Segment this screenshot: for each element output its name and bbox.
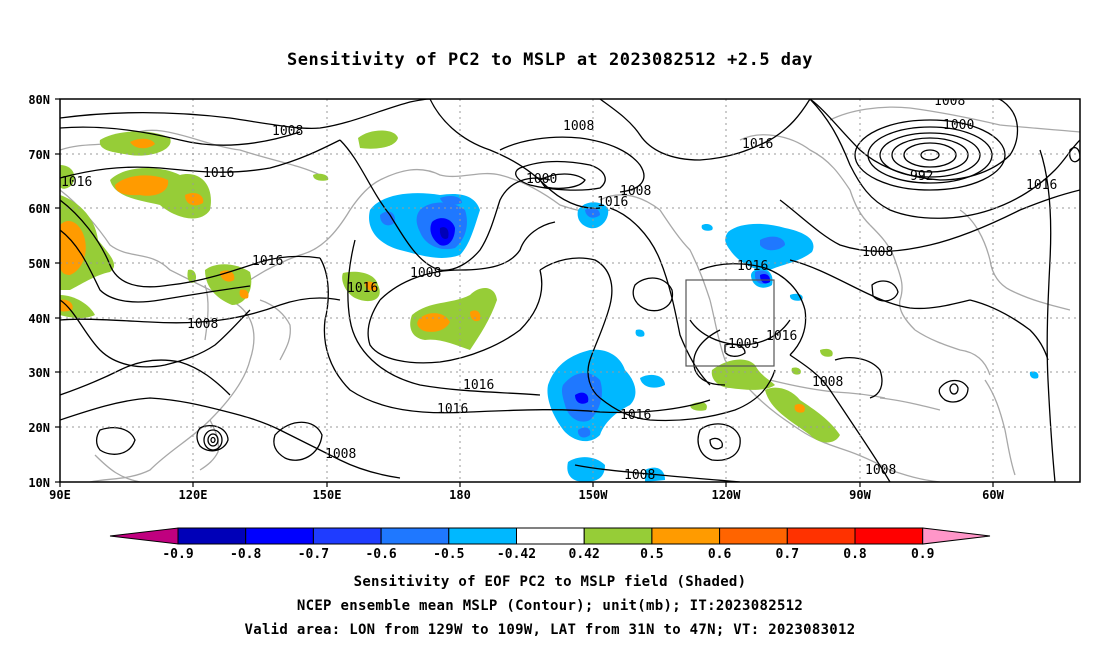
colorbar-swatch — [177, 527, 247, 545]
contour-label: 1016 — [620, 408, 651, 423]
contour-label: 1008 — [624, 468, 655, 483]
contour-label: 1008 — [862, 245, 893, 260]
colorbar-swatch — [854, 527, 924, 545]
lon-tick-label: 120E — [179, 488, 208, 502]
colorbar-over-triangle — [922, 527, 991, 545]
colorbar-swatch — [516, 527, 585, 545]
caption-line-1: Sensitivity of EOF PC2 to MSLP field (Sh… — [353, 574, 747, 590]
lon-tick-label: 60W — [982, 488, 1004, 502]
colorbar-tick-label: 0.42 — [569, 547, 600, 562]
colorbar-swatch — [448, 527, 517, 545]
colorbar-swatch — [312, 527, 382, 545]
lon-tick-label: 90W — [849, 488, 871, 502]
colorbar-tick-label: -0.8 — [230, 547, 261, 562]
contour-label: 1016 — [1026, 178, 1057, 193]
contour-label: 1005 — [728, 337, 759, 352]
colorbar-tick-label: 0.7 — [776, 547, 799, 562]
colorbar-swatch — [786, 527, 856, 545]
colorbar-swatch — [380, 527, 450, 545]
map-frame — [59, 98, 1081, 483]
lat-tick-label: 70N — [28, 148, 50, 162]
colorbar-swatch — [245, 527, 314, 545]
lat-tick-label: 40N — [28, 312, 50, 326]
gridlines — [60, 99, 1080, 482]
contour-label: 1008 — [325, 447, 356, 462]
contour-label: 1008 — [410, 266, 441, 281]
contour-label: 1008 — [272, 124, 303, 139]
lon-tick-label: 180 — [449, 488, 471, 502]
caption-line-3: Valid area: LON from 129W to 109W, LAT f… — [244, 622, 856, 638]
lat-tick-label: 60N — [28, 202, 50, 216]
latitude-labels: 80N 70N 60N 50N 40N 30N 20N 10N — [28, 93, 50, 490]
contour-label: 1016 — [203, 166, 234, 181]
longitude-labels: 90E 120E 150E 180 150W 120W 90W 60W — [49, 488, 1004, 502]
colorbar-tick-label: -0.5 — [433, 547, 464, 562]
contour-label: 1000 — [943, 118, 974, 133]
colorbar-tick-label: 0.6 — [708, 547, 732, 562]
valid-area-box — [685, 279, 775, 367]
contour-label: 1016 — [737, 259, 768, 274]
colorbar-swatch — [651, 527, 721, 545]
contour-label: 1016 — [437, 402, 468, 417]
contour-label: 992 — [910, 169, 933, 184]
contour-label: 1008 — [934, 94, 965, 109]
lon-tick-label: 120W — [712, 488, 742, 502]
contour-label: 1016 — [347, 281, 378, 296]
shading-orange — [60, 138, 805, 413]
chart-title: Sensitivity of PC2 to MSLP at 2023082512… — [286, 50, 813, 70]
colorbar-tick-label: 0.9 — [911, 547, 934, 562]
contour-label: 1016 — [61, 175, 92, 190]
axis-ticks — [55, 98, 994, 487]
map-area: 1008 1008 1016 1016 1016 1016 1008 1000 … — [60, 94, 1080, 483]
contour-label: 1008 — [563, 119, 594, 134]
caption-line-2: NCEP ensemble mean MSLP (Contour); unit(… — [296, 598, 804, 614]
contour-label: 1008 — [812, 375, 843, 390]
contour-label: 1016 — [597, 195, 628, 210]
lat-tick-label: 50N — [28, 257, 50, 271]
colorbar-tick-label: -0.7 — [298, 547, 329, 562]
lat-tick-label: 10N — [28, 476, 50, 490]
contour-label: 1016 — [766, 329, 797, 344]
shading-navy — [439, 227, 449, 239]
lat-tick-label: 20N — [28, 421, 50, 435]
colorbar-tick-label: -0.42 — [497, 547, 536, 562]
colorbar-tick-label: 0.5 — [640, 547, 663, 562]
colorbar-tick-label: -0.9 — [162, 547, 193, 562]
contour-label: 1008 — [865, 463, 896, 478]
colorbar-tick-label: -0.6 — [365, 547, 396, 562]
contour-label: 1016 — [742, 137, 773, 152]
contour-label: 1008 — [620, 184, 651, 199]
colorbar-tick-label: 0.8 — [843, 547, 867, 562]
colorbar-swatch — [583, 527, 653, 545]
colorbar-under-triangle — [109, 527, 179, 545]
lon-tick-label: 150W — [579, 488, 609, 502]
coastlines — [60, 106, 1080, 482]
lat-tick-label: 80N — [28, 93, 50, 107]
mslp-contours — [60, 99, 1080, 482]
contour-label: 1008 — [187, 317, 218, 332]
lat-tick-label: 30N — [28, 366, 50, 380]
contour-label: 1016 — [252, 254, 283, 269]
colorbar-swatch — [719, 527, 788, 545]
colorbar — [109, 527, 991, 545]
colorbar-labels: -0.9 -0.8 -0.7 -0.6 -0.5 -0.42 0.42 0.5 … — [162, 547, 934, 562]
lon-tick-label: 150E — [313, 488, 342, 502]
contour-label: 1016 — [463, 378, 494, 393]
lon-tick-label: 90E — [49, 488, 71, 502]
contour-label-layer: 1008 1008 1016 1016 1016 1016 1008 1000 … — [61, 94, 1057, 483]
shading-green — [60, 130, 840, 443]
contour-label: 1000 — [526, 172, 557, 187]
